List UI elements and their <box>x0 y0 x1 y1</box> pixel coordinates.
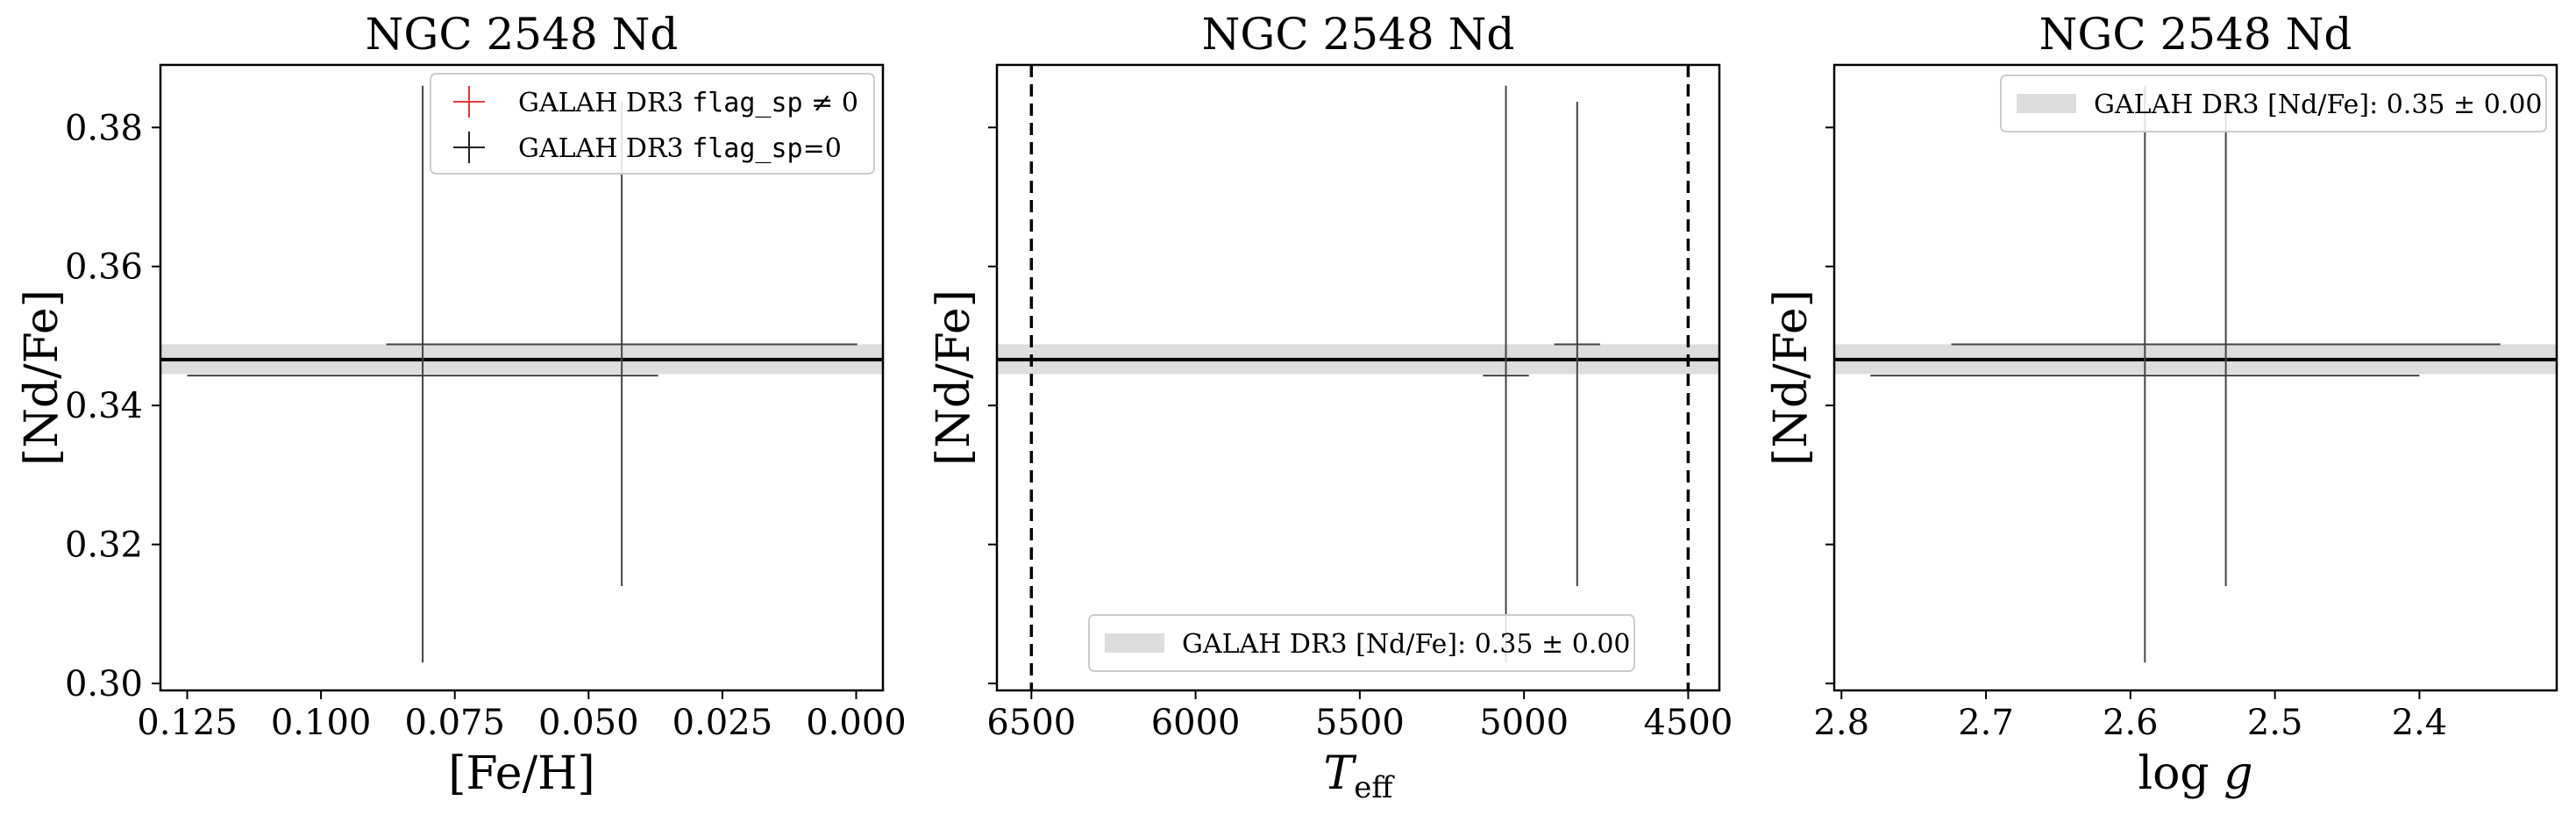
legend-label: GALAH DR3 flag_sp ≠ 0 <box>518 88 858 118</box>
legend: GALAH DR3 [Nd/Fe]: 0.35 ± 0.00 <box>1088 614 1635 672</box>
x-axis-label: Teff <box>1324 747 1396 805</box>
x-tick-label: 0.000 <box>806 703 907 743</box>
panel-2: 6500 6000 5500 5000 4500 NGC 2548 Nd [Nd/Fe] Te… <box>928 9 1733 805</box>
x-tick-label: 2.7 <box>1958 703 2014 743</box>
y-tick-label: 0.30 <box>65 664 143 704</box>
x-axis-label-var: g <box>2224 747 2252 800</box>
legend-label-pre: GALAH DR3 [Nd/Fe]: 0.35 ± 0.00 <box>1182 629 1631 660</box>
y-axis-label: [Nd/Fe] <box>928 289 980 466</box>
panel-1: 0.125 0.100 0.075 0.050 0.025 0.000 0.30 0.32 0.… <box>16 9 907 800</box>
x-axis-label-main: log <box>2138 747 2224 800</box>
x-tick-label: 0.050 <box>538 703 639 743</box>
axes-frame <box>159 63 885 692</box>
legend-frame <box>2000 75 2547 132</box>
legend-label-mono: flag_sp <box>692 88 802 118</box>
y-tick-label: 0.38 <box>65 108 143 148</box>
axes-frame <box>995 63 1721 692</box>
x-tick-label: 5500 <box>1315 703 1405 743</box>
x-axis-label: [Fe/H] <box>448 747 594 800</box>
x-tick-label: 2.4 <box>2392 703 2448 743</box>
x-tick-label: 2.6 <box>2103 703 2159 743</box>
legend-label-post: ≠ 0 <box>803 88 858 118</box>
x-tick-label: 0.075 <box>404 703 505 743</box>
legend-label-pre: GALAH DR3 <box>518 88 692 118</box>
x-tick-label: 2.5 <box>2247 703 2303 743</box>
x-tick-label: 0.025 <box>672 703 773 743</box>
x-axis-label-sub: eff <box>1354 770 1395 805</box>
x-axis-label: log g <box>2138 747 2252 800</box>
legend-patch <box>1105 633 1164 653</box>
legend-label-pre: GALAH DR3 [Nd/Fe]: 0.35 ± 0.00 <box>2094 89 2543 120</box>
panel-3: 2.8 2.7 2.6 2.5 2.4 NGC 2548 Nd [Nd/Fe] log g GA… <box>1765 9 2558 800</box>
x-tick-label: 5000 <box>1479 703 1569 743</box>
legend-label-mono: flag_sp <box>692 133 802 164</box>
legend-patch <box>2017 94 2076 113</box>
y-axis-label: [Nd/Fe] <box>1765 289 1818 466</box>
legend-label: GALAH DR3 [Nd/Fe]: 0.35 ± 0.00 <box>1182 629 1631 660</box>
legend-entry-1: GALAH DR3 [Nd/Fe]: 0.35 ± 0.00 <box>1105 629 1631 660</box>
x-tick-label: 2.8 <box>1813 703 1869 743</box>
x-tick-label: 0.100 <box>271 703 372 743</box>
data-point-1 <box>1483 85 1529 663</box>
legend-label-pre: GALAH DR3 <box>518 133 692 164</box>
legend-entry-1: GALAH DR3 flag_sp ≠ 0 <box>453 86 858 118</box>
axes-frame <box>1832 63 2558 692</box>
panel-title: NGC 2548 Nd <box>366 9 679 60</box>
legend-label: GALAH DR3 flag_sp=0 <box>518 133 842 164</box>
legend-entry-2: GALAH DR3 flag_sp=0 <box>453 132 842 164</box>
plot-area <box>997 65 1719 690</box>
y-tick-label: 0.36 <box>65 247 143 288</box>
legend-label: GALAH DR3 [Nd/Fe]: 0.35 ± 0.00 <box>2094 89 2543 120</box>
legend: GALAH DR3 [Nd/Fe]: 0.35 ± 0.00 <box>2000 75 2547 132</box>
x-tick-label: 6500 <box>986 703 1076 743</box>
legend-frame <box>430 73 875 175</box>
x-axis-label-main: T <box>1324 747 1357 800</box>
panel-title: NGC 2548 Nd <box>1202 9 1515 60</box>
data-point-2 <box>386 101 857 587</box>
data-point-2 <box>1554 101 1601 587</box>
plot-area <box>1834 85 2557 663</box>
panel-title: NGC 2548 Nd <box>2039 9 2352 60</box>
x-tick-label: 6000 <box>1151 703 1241 743</box>
data-point-1 <box>1870 85 2420 663</box>
plot-area <box>160 85 883 663</box>
data-point-2 <box>1951 101 2501 587</box>
x-tick-label: 4500 <box>1644 703 1733 743</box>
legend-frame <box>1088 614 1635 672</box>
legend-entry-1: GALAH DR3 [Nd/Fe]: 0.35 ± 0.00 <box>2017 89 2543 120</box>
y-tick-label: 0.32 <box>65 525 143 566</box>
y-axis-label: [Nd/Fe] <box>16 289 68 466</box>
y-tick-label: 0.34 <box>65 386 143 426</box>
x-tick-label: 0.125 <box>137 703 238 743</box>
legend-label-post: =0 <box>803 133 842 164</box>
data-point-1 <box>187 85 658 663</box>
